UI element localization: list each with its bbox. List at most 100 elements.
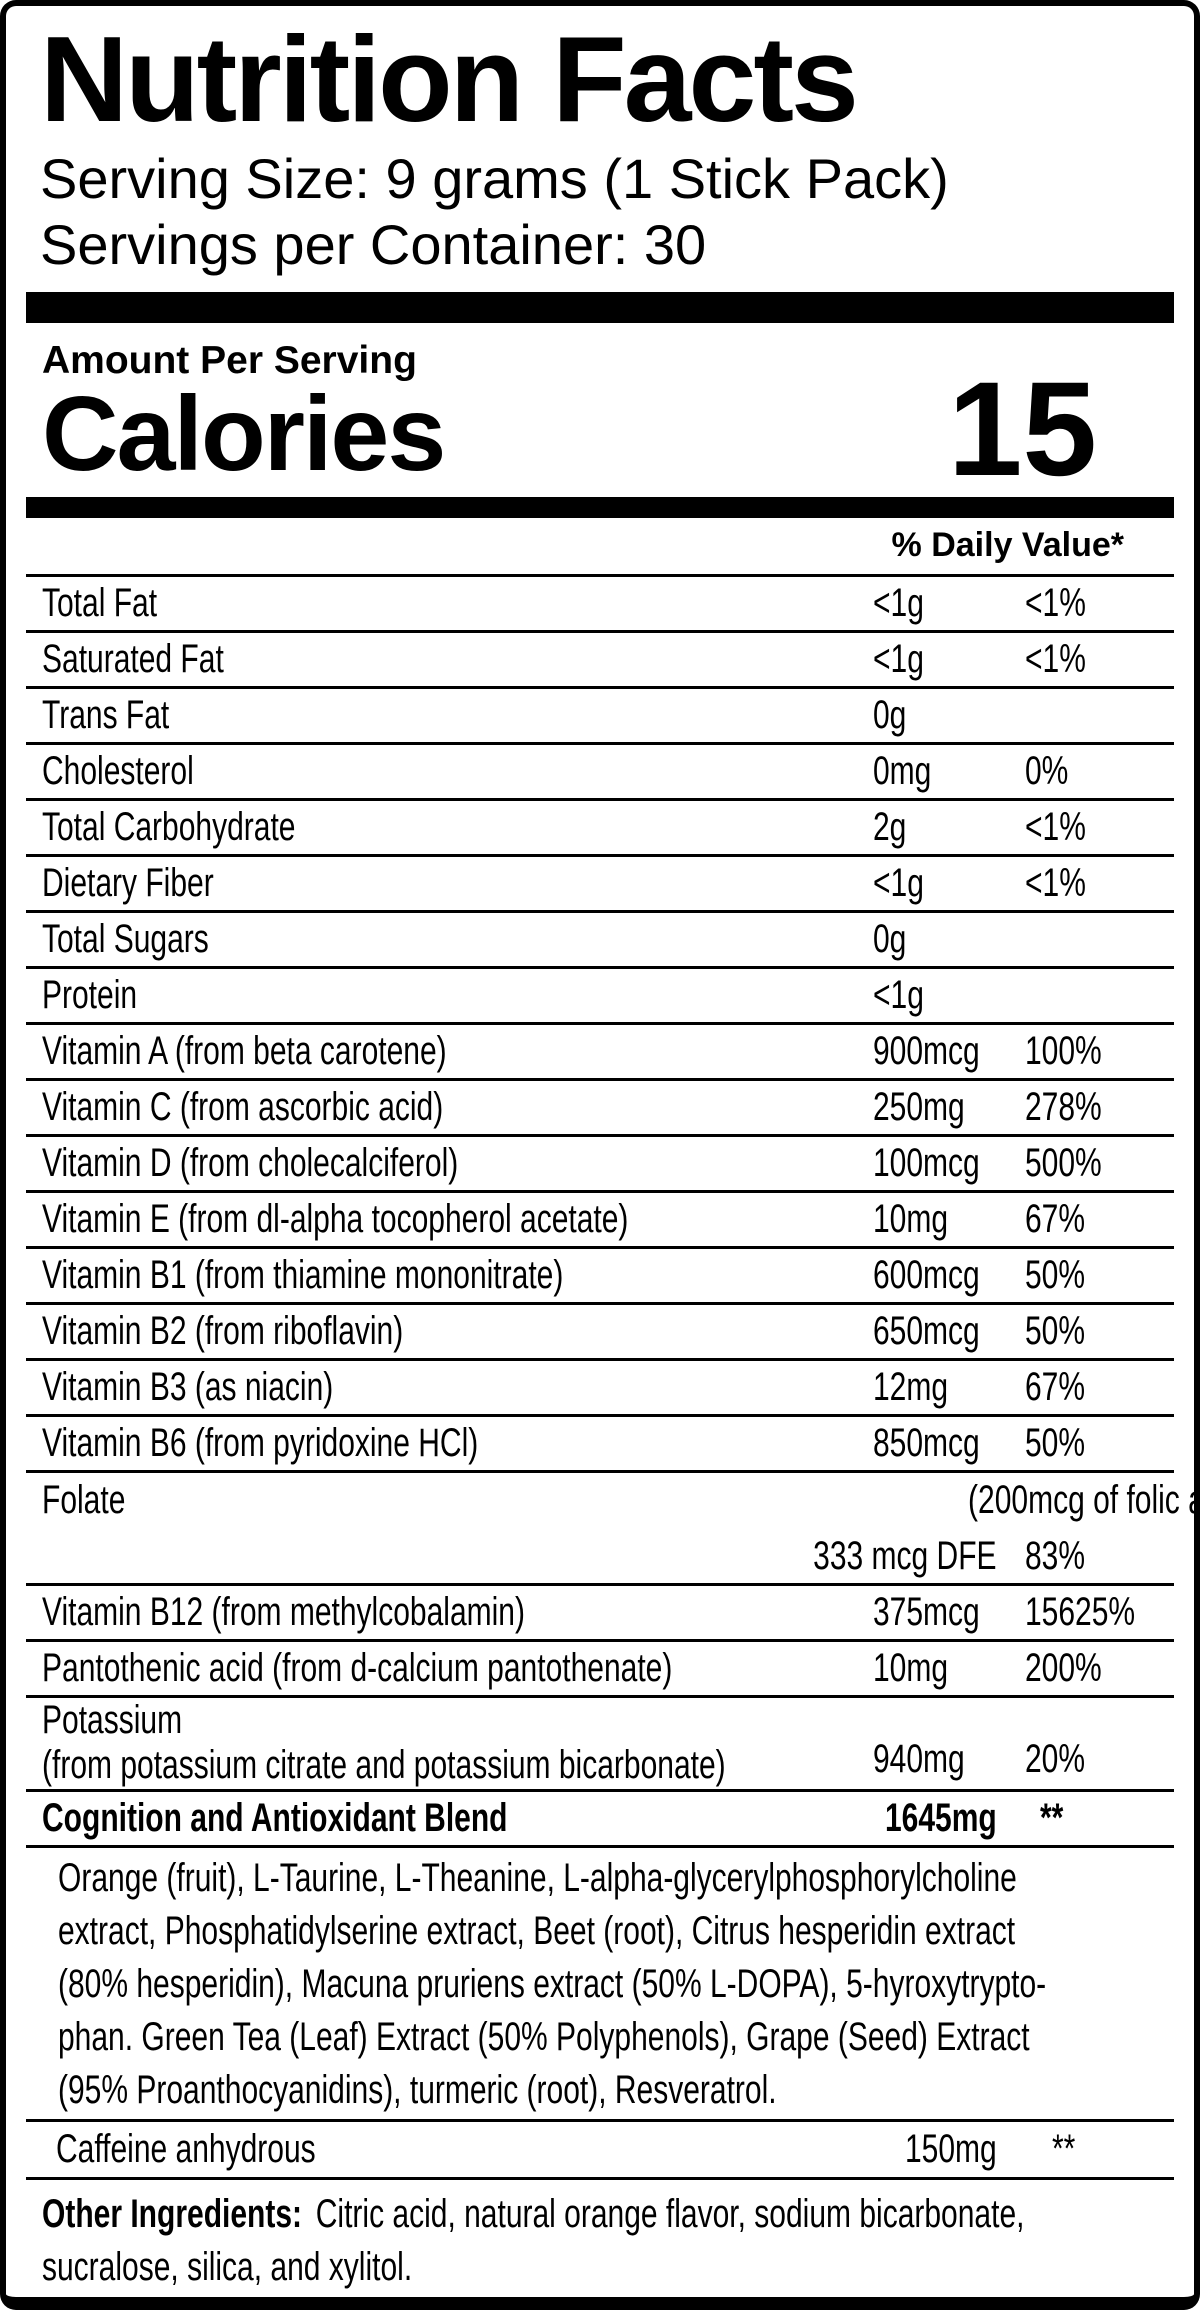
nutrient-dv: 0%	[1025, 748, 1069, 793]
nutrient-label: Vitamin E (from dl-alpha tocopherol acet…	[42, 1196, 629, 1241]
table-row-vitamin-b3: Vitamin B3 (as niacin) 12mg 67%	[26, 1361, 1174, 1417]
table-row-folate: Folate (200mcg of folic acid) 333 mcg DF…	[26, 1473, 1194, 1586]
nutrient-label: Potassium	[42, 1697, 183, 1742]
nutrient-amount: 2g	[873, 804, 907, 849]
blend-dv-marker: **	[1040, 1795, 1064, 1840]
table-row-vitamin-b12: Vitamin B12 (from methylcobalamin) 375mc…	[26, 1586, 1174, 1642]
nutrient-dv: 200%	[1025, 1645, 1102, 1690]
nutrient-dv: 50%	[1025, 1308, 1086, 1353]
nutrient-label: Total Carbohydrate	[42, 804, 296, 849]
nutrient-amount: 850mcg	[873, 1420, 980, 1465]
nutrient-label: Caffeine anhydrous	[56, 2126, 316, 2171]
medium-divider-bar	[26, 496, 1174, 518]
nutrient-dv: 50%	[1025, 1420, 1086, 1465]
amount-per-serving-label: Amount Per Serving	[42, 338, 417, 382]
nutrient-amount: 900mcg	[873, 1028, 980, 1073]
nutrient-dv: <1%	[1025, 636, 1086, 681]
nutrient-dv-marker: **	[1052, 2126, 1076, 2171]
table-row-total-carbohydrate: Total Carbohydrate 2g <1%	[26, 801, 1174, 857]
blend-description: Orange (fruit), L-Taurine, L-Theanine, L…	[26, 1848, 1174, 2122]
nutrient-table: Total Fat <1g <1% Saturated Fat <1g <1% …	[26, 573, 1194, 2294]
nutrient-amount: 12mg	[873, 1364, 949, 1409]
nutrient-dv: 83%	[1025, 1534, 1086, 1578]
nutrient-amount: 250mg	[873, 1084, 965, 1129]
daily-value-header: % Daily Value*	[891, 525, 1124, 564]
nutrient-label: Vitamin B2 (from riboflavin)	[42, 1308, 404, 1353]
nutrient-label: Vitamin A (from beta carotene)	[42, 1028, 447, 1073]
table-row-total-fat: Total Fat <1g <1%	[26, 577, 1174, 633]
label-header: Nutrition Facts Serving Size: 9 grams (1…	[26, 6, 1174, 278]
nutrient-label: Vitamin B6 (from pyridoxine HCl)	[42, 1420, 479, 1465]
nutrient-amount: <1g	[873, 636, 924, 681]
nutrient-amount: 10mg	[873, 1645, 949, 1690]
table-row-vitamin-b6: Vitamin B6 (from pyridoxine HCl) 850mcg …	[26, 1417, 1174, 1473]
table-row-saturated-fat: Saturated Fat <1g <1%	[26, 633, 1174, 689]
nutrient-label: Vitamin D (from cholecalciferol)	[42, 1140, 459, 1185]
calories-value: 15	[947, 354, 1097, 504]
folate-note: (200mcg of folic acid)	[968, 1478, 1194, 1523]
nutrient-label: Cholesterol	[42, 748, 194, 793]
nutrient-dv: 15625%	[1025, 1589, 1136, 1634]
nutrient-amount: 10mg	[873, 1196, 949, 1241]
nutrient-amount: 0mg	[873, 748, 932, 793]
table-row-dietary-fiber: Dietary Fiber <1g <1%	[26, 857, 1174, 913]
nutrient-dv: 67%	[1025, 1196, 1086, 1241]
blend-description-line: extract, Phosphatidylserine extract, Bee…	[58, 1908, 1016, 1953]
blend-amount: 1645mg	[885, 1795, 997, 1840]
nutrient-dv: <1%	[1025, 860, 1086, 905]
nutrient-amount: 0g	[873, 692, 907, 737]
blend-description-line: (80% hesperidin), Macuna pruriens extrac…	[58, 1961, 1047, 2006]
table-row-potassium: Potassium (from potassium citrate and po…	[26, 1698, 1174, 1792]
table-row-total-sugars: Total Sugars 0g	[26, 913, 1174, 969]
other-ingredients-text: Citric acid, natural orange flavor, sodi…	[315, 2191, 1025, 2236]
nutrient-label: Dietary Fiber	[42, 860, 214, 905]
nutrient-label: Folate	[42, 1478, 126, 1523]
table-row-caffeine: Caffeine anhydrous 150mg **	[26, 2122, 1174, 2180]
nutrient-amount: 650mcg	[873, 1308, 980, 1353]
calories-row: Calories 15	[26, 362, 1174, 496]
nutrient-label-source: (from potassium citrate and potassium bi…	[42, 1742, 726, 1787]
serving-size-text: Serving Size: 9 grams (1 Stick Pack)	[40, 146, 949, 210]
table-row-protein: Protein <1g	[26, 969, 1174, 1025]
nutrient-amount: 375mcg	[873, 1589, 980, 1634]
blend-description-line: Orange (fruit), L-Taurine, L-Theanine, L…	[58, 1855, 1017, 1900]
nutrient-dv: 50%	[1025, 1252, 1086, 1297]
nutrient-label: Vitamin B12 (from methylcobalamin)	[42, 1589, 525, 1634]
table-row-cholesterol: Cholesterol 0mg 0%	[26, 745, 1174, 801]
table-row-vitamin-e: Vitamin E (from dl-alpha tocopherol acet…	[26, 1193, 1174, 1249]
nutrient-dv: 100%	[1025, 1028, 1102, 1073]
servings-per-container-text: Servings per Container: 30	[40, 212, 707, 276]
calories-label: Calories	[42, 374, 446, 493]
table-row-vitamin-d: Vitamin D (from cholecalciferol) 100mcg …	[26, 1137, 1174, 1193]
nutrient-amount: 100mcg	[873, 1140, 980, 1185]
nutrient-amount: <1g	[873, 580, 924, 625]
page-title: Nutrition Facts	[40, 11, 859, 147]
nutrient-dv: 20%	[1025, 1736, 1086, 1781]
nutrient-amount: 600mcg	[873, 1252, 980, 1297]
other-ingredients: Other Ingredients: Citric acid, natural …	[26, 2180, 1174, 2294]
nutrient-amount: <1g	[873, 972, 924, 1017]
blend-description-line: phan. Green Tea (Leaf) Extract (50% Poly…	[58, 2014, 1030, 2059]
nutrient-label: Saturated Fat	[42, 636, 224, 681]
nutrient-label: Pantothenic acid (from d-calcium pantoth…	[42, 1645, 673, 1690]
table-row-vitamin-c: Vitamin C (from ascorbic acid) 250mg 278…	[26, 1081, 1174, 1137]
nutrient-amount: 940mg	[873, 1736, 965, 1781]
nutrient-amount: <1g	[873, 860, 924, 905]
nutrient-dv: <1%	[1025, 804, 1086, 849]
nutrient-amount: 0g	[873, 916, 907, 961]
nutrient-dv: <1%	[1025, 580, 1086, 625]
nutrient-dv: 67%	[1025, 1364, 1086, 1409]
table-row-pantothenic-acid: Pantothenic acid (from d-calcium pantoth…	[26, 1642, 1174, 1698]
nutrient-label: Total Sugars	[42, 916, 209, 961]
nutrient-label: Vitamin B3 (as niacin)	[42, 1364, 334, 1409]
nutrient-label: Vitamin B1 (from thiamine mononitrate)	[42, 1252, 564, 1297]
table-row-vitamin-a: Vitamin A (from beta carotene) 900mcg 10…	[26, 1025, 1174, 1081]
nutrient-dv: 500%	[1025, 1140, 1102, 1185]
other-ingredients-text: sucralose, silica, and xylitol.	[42, 2244, 413, 2289]
thick-divider-bar	[26, 291, 1174, 323]
table-row-vitamin-b1: Vitamin B1 (from thiamine mononitrate) 6…	[26, 1249, 1174, 1305]
table-row-trans-fat: Trans Fat 0g	[26, 689, 1174, 745]
nutrient-label: Total Fat	[42, 580, 158, 625]
table-row-vitamin-b2: Vitamin B2 (from riboflavin) 650mcg 50%	[26, 1305, 1174, 1361]
nutrient-amount: 333 mcg DFE	[813, 1534, 997, 1578]
